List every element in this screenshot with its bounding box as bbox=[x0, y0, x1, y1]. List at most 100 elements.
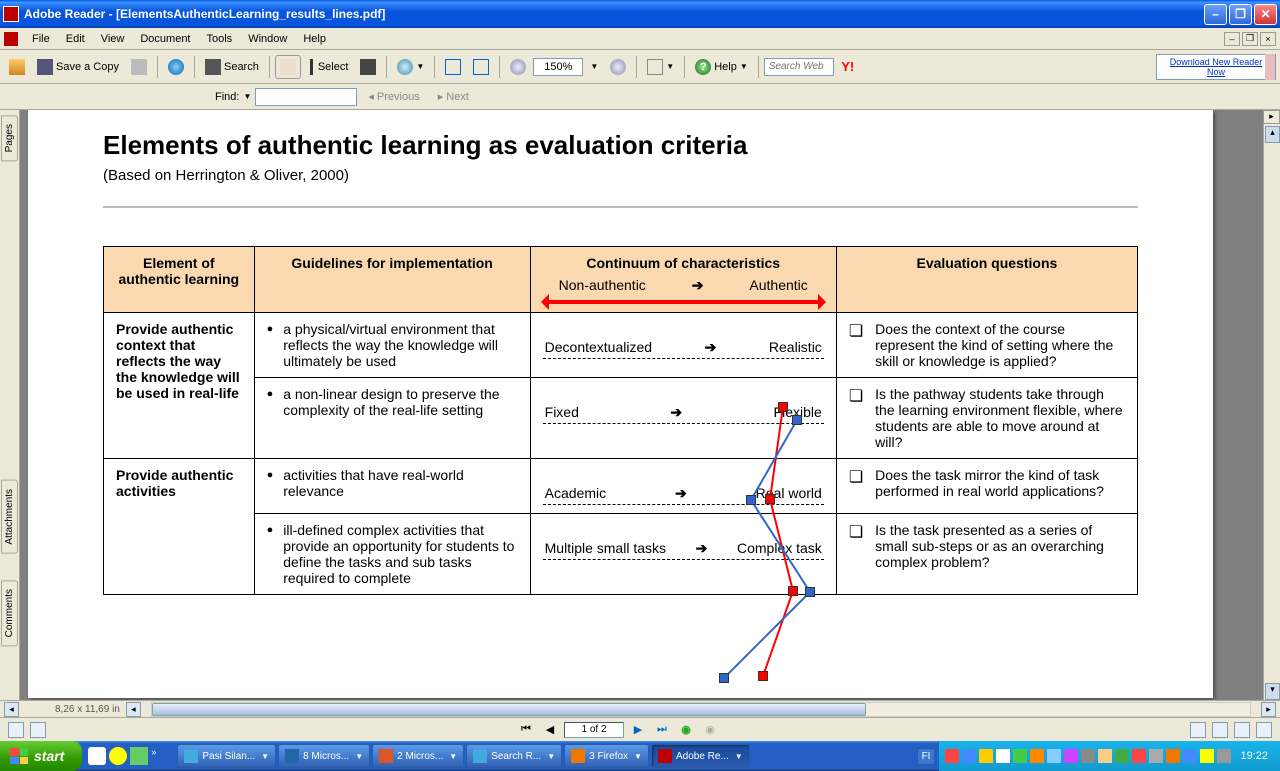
close-button[interactable]: ✕ bbox=[1254, 4, 1277, 25]
prev-page-button[interactable]: ◀ bbox=[540, 721, 560, 739]
zoom-out-button[interactable] bbox=[505, 55, 531, 79]
email-button[interactable] bbox=[163, 55, 189, 79]
search-web-input[interactable] bbox=[764, 58, 834, 76]
taskbar-task[interactable]: Adobe Re...▼ bbox=[651, 744, 750, 768]
tray-icon[interactable] bbox=[996, 749, 1010, 763]
scroll-down-button[interactable]: ▾ bbox=[1265, 683, 1280, 700]
menu-help[interactable]: Help bbox=[295, 31, 334, 47]
scroll-up-button[interactable]: ▴ bbox=[1265, 126, 1280, 143]
mdi-restore-button[interactable]: ❐ bbox=[1242, 32, 1258, 46]
yahoo-button[interactable]: Y! bbox=[836, 55, 860, 79]
tray-icon[interactable] bbox=[1098, 749, 1112, 763]
ql-icon[interactable] bbox=[109, 747, 127, 765]
ql-icon[interactable]: » bbox=[151, 747, 169, 765]
menu-document[interactable]: Document bbox=[132, 31, 198, 47]
zoom-plus-button[interactable] bbox=[605, 55, 631, 79]
tab-pages[interactable]: Pages bbox=[1, 115, 18, 161]
tray-icon[interactable] bbox=[1200, 749, 1214, 763]
tray-icon[interactable] bbox=[1115, 749, 1129, 763]
tray-icon[interactable] bbox=[1047, 749, 1061, 763]
collapse-button[interactable] bbox=[6, 721, 26, 739]
find-previous-button[interactable]: ◂Previous bbox=[361, 87, 426, 107]
search-button[interactable]: Search bbox=[200, 55, 264, 79]
mdi-close-button[interactable]: × bbox=[1260, 32, 1276, 46]
scroll-thumb[interactable] bbox=[152, 703, 866, 716]
tray-icon[interactable] bbox=[1132, 749, 1146, 763]
print-button[interactable] bbox=[126, 55, 152, 79]
tray-icon[interactable] bbox=[1013, 749, 1027, 763]
task-icon bbox=[379, 749, 393, 763]
single-page-button[interactable] bbox=[1188, 721, 1208, 739]
next-page-button[interactable]: ▶ bbox=[628, 721, 648, 739]
task-icon bbox=[285, 749, 299, 763]
select-tool-button[interactable]: Select bbox=[303, 55, 354, 79]
zoom-in-button[interactable]: ▼ bbox=[392, 55, 429, 79]
start-button[interactable]: start bbox=[0, 741, 82, 771]
help-button[interactable]: ?Help ▼ bbox=[690, 55, 753, 79]
task-icon bbox=[571, 749, 585, 763]
first-page-button[interactable]: ⏮ bbox=[516, 721, 536, 739]
taskbar-task[interactable]: Search R...▼ bbox=[466, 744, 562, 768]
page-number-input[interactable] bbox=[564, 722, 624, 738]
tab-attachments[interactable]: Attachments bbox=[1, 480, 18, 554]
zoom-dropdown[interactable]: ▼ bbox=[585, 55, 603, 79]
scroll-left-button[interactable]: ◂ bbox=[126, 702, 141, 717]
continuous-facing-button[interactable] bbox=[1254, 721, 1274, 739]
menu-edit[interactable]: Edit bbox=[58, 31, 93, 47]
tray-icon[interactable] bbox=[945, 749, 959, 763]
back-view-button[interactable]: ◉ bbox=[676, 721, 696, 739]
taskbar-task[interactable]: Pasi Silan...▼ bbox=[177, 744, 276, 768]
tray-icon[interactable] bbox=[1030, 749, 1044, 763]
data-marker bbox=[746, 495, 756, 505]
rotate-button[interactable]: ▼ bbox=[642, 55, 679, 79]
mdi-minimize-button[interactable]: – bbox=[1224, 32, 1240, 46]
element-cell: Provide authentic activities bbox=[104, 459, 255, 595]
vertical-scrollbar[interactable]: ▸ ▴ ▾ bbox=[1263, 110, 1280, 700]
hand-tool-button[interactable] bbox=[275, 55, 301, 79]
menu-tools[interactable]: Tools bbox=[199, 31, 241, 47]
find-next-button[interactable]: ▸Next bbox=[431, 87, 476, 107]
taskbar-task[interactable]: 8 Micros...▼ bbox=[278, 744, 370, 768]
popout-icon[interactable]: ▸ bbox=[1263, 110, 1280, 124]
open-button[interactable] bbox=[4, 55, 30, 79]
menu-window[interactable]: Window bbox=[240, 31, 295, 47]
forward-view-button[interactable]: ◉ bbox=[700, 721, 720, 739]
zoom-input[interactable] bbox=[533, 58, 583, 76]
snapshot-button[interactable] bbox=[355, 55, 381, 79]
tab-comments[interactable]: Comments bbox=[1, 580, 18, 646]
actual-size-button[interactable] bbox=[440, 55, 466, 79]
save-copy-button[interactable]: Save a Copy bbox=[32, 55, 124, 79]
last-page-button[interactable]: ⏭ bbox=[652, 721, 672, 739]
ql-icon[interactable] bbox=[130, 747, 148, 765]
maximize-button[interactable]: ❐ bbox=[1229, 4, 1252, 25]
taskbar-task[interactable]: 3 Firefox ▼ bbox=[564, 744, 649, 768]
find-input[interactable] bbox=[255, 88, 357, 106]
data-marker bbox=[788, 586, 798, 596]
tray-icon[interactable] bbox=[1149, 749, 1163, 763]
minimize-button[interactable]: – bbox=[1204, 4, 1227, 25]
menu-file[interactable]: File bbox=[24, 31, 58, 47]
tray-icon[interactable] bbox=[1081, 749, 1095, 763]
download-reader-link[interactable]: Download New Reader Now bbox=[1156, 54, 1276, 80]
document-area[interactable]: Elements of authentic learning as evalua… bbox=[20, 110, 1263, 700]
menu-view[interactable]: View bbox=[93, 31, 133, 47]
tray-icon[interactable] bbox=[1166, 749, 1180, 763]
horizontal-scrollbar[interactable] bbox=[151, 702, 1251, 717]
guideline-cell: a physical/virtual environment that refl… bbox=[267, 321, 518, 369]
scroll-right-button[interactable]: ▸ bbox=[1261, 702, 1276, 717]
scroll-left-end-button[interactable]: ◂ bbox=[4, 702, 19, 717]
fit-width-button[interactable] bbox=[468, 55, 494, 79]
facing-button[interactable] bbox=[1232, 721, 1252, 739]
tray-icon[interactable] bbox=[1217, 749, 1231, 763]
clock[interactable]: 19:22 bbox=[1234, 750, 1274, 762]
taskbar-task[interactable]: 2 Micros...▼ bbox=[372, 744, 464, 768]
tray-icon[interactable] bbox=[1064, 749, 1078, 763]
language-indicator[interactable]: FI bbox=[917, 748, 936, 765]
tray-icon[interactable] bbox=[1183, 749, 1197, 763]
continuous-button[interactable] bbox=[1210, 721, 1230, 739]
tray-icon[interactable] bbox=[979, 749, 993, 763]
fit-width-icon bbox=[473, 59, 489, 75]
tray-icon[interactable] bbox=[962, 749, 976, 763]
expand-button[interactable] bbox=[28, 721, 48, 739]
ql-icon[interactable] bbox=[88, 747, 106, 765]
